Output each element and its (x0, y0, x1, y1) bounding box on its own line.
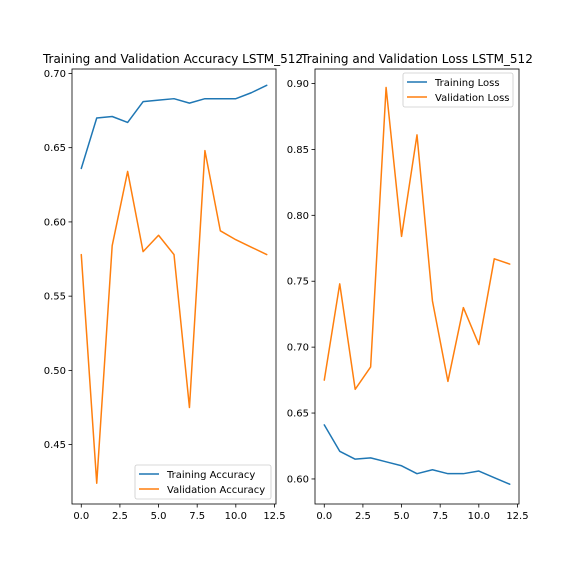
loss-y-tick-label: 0.75 (287, 277, 309, 288)
loss-ticks: 0.0 2.5 5.0 7.5 10.0 12.5 0.60 0.65 0.70 0.75 0.80… (287, 79, 529, 522)
accuracy-y-tick-label: 0.55 (44, 292, 66, 303)
loss-chart-title: Training and Validation Loss LSTM_512 (300, 52, 533, 66)
accuracy-y-tick-label: 0.70 (44, 69, 66, 80)
loss-y-tick-label: 0.85 (287, 145, 309, 156)
accuracy-x-tick-label: 10.0 (225, 511, 247, 522)
loss-training-line (323, 424, 511, 485)
loss-legend-label-validation: Validation Loss (435, 93, 510, 104)
loss-x-tick-label: 7.5 (432, 511, 448, 522)
accuracy-x-tick-label: 0.0 (73, 511, 89, 522)
loss-series-layer (323, 86, 511, 485)
accuracy-x-tick-label: 7.5 (189, 511, 205, 522)
accuracy-legend-label-validation: Validation Accuracy (167, 485, 265, 496)
loss-x-tick-label: 12.5 (506, 511, 528, 522)
loss-x-tick-label: 5.0 (394, 511, 410, 522)
loss-plot-frame (314, 68, 520, 505)
loss-y-tick-label: 0.80 (287, 211, 309, 222)
loss-y-tick-label: 0.90 (287, 79, 309, 90)
accuracy-chart-title: Training and Validation Accuracy LSTM_51… (42, 52, 303, 66)
accuracy-legend-label-training: Training Accuracy (166, 470, 255, 481)
accuracy-y-tick-label: 0.65 (44, 143, 66, 154)
accuracy-validation-line (80, 149, 268, 484)
loss-y-tick-label: 0.65 (287, 409, 309, 420)
accuracy-y-tick-label: 0.45 (44, 440, 66, 451)
loss-y-tick-label: 0.60 (287, 474, 309, 485)
accuracy-x-tick-label: 2.5 (112, 511, 128, 522)
loss-legend: Training Loss Validation Loss (402, 72, 514, 108)
loss-chart: Training and Validation Loss LSTM_512 0.… (287, 52, 533, 522)
accuracy-legend: Training Accuracy Validation Accuracy (134, 464, 272, 500)
accuracy-plot-frame (71, 68, 277, 505)
loss-legend-box (402, 72, 514, 108)
loss-x-tick-label: 0.0 (316, 511, 332, 522)
accuracy-chart: Training and Validation Accuracy LSTM_51… (42, 52, 303, 522)
loss-legend-label-training: Training Loss (434, 78, 500, 89)
accuracy-legend-box (134, 464, 272, 500)
loss-x-tick-label: 10.0 (468, 511, 490, 522)
accuracy-ticks: 0.0 2.5 5.0 7.5 10.0 12.5 0.45 0.50 0.55 0.60 0.65… (44, 69, 286, 522)
accuracy-y-tick-label: 0.60 (44, 217, 66, 228)
accuracy-series-layer (80, 84, 268, 484)
accuracy-y-tick-label: 0.50 (44, 366, 66, 377)
loss-validation-line (323, 86, 511, 391)
accuracy-x-tick-label: 5.0 (151, 511, 167, 522)
loss-x-tick-label: 2.5 (355, 511, 371, 522)
accuracy-training-line (80, 84, 268, 170)
accuracy-x-tick-label: 12.5 (263, 511, 285, 522)
loss-y-tick-label: 0.70 (287, 343, 309, 354)
